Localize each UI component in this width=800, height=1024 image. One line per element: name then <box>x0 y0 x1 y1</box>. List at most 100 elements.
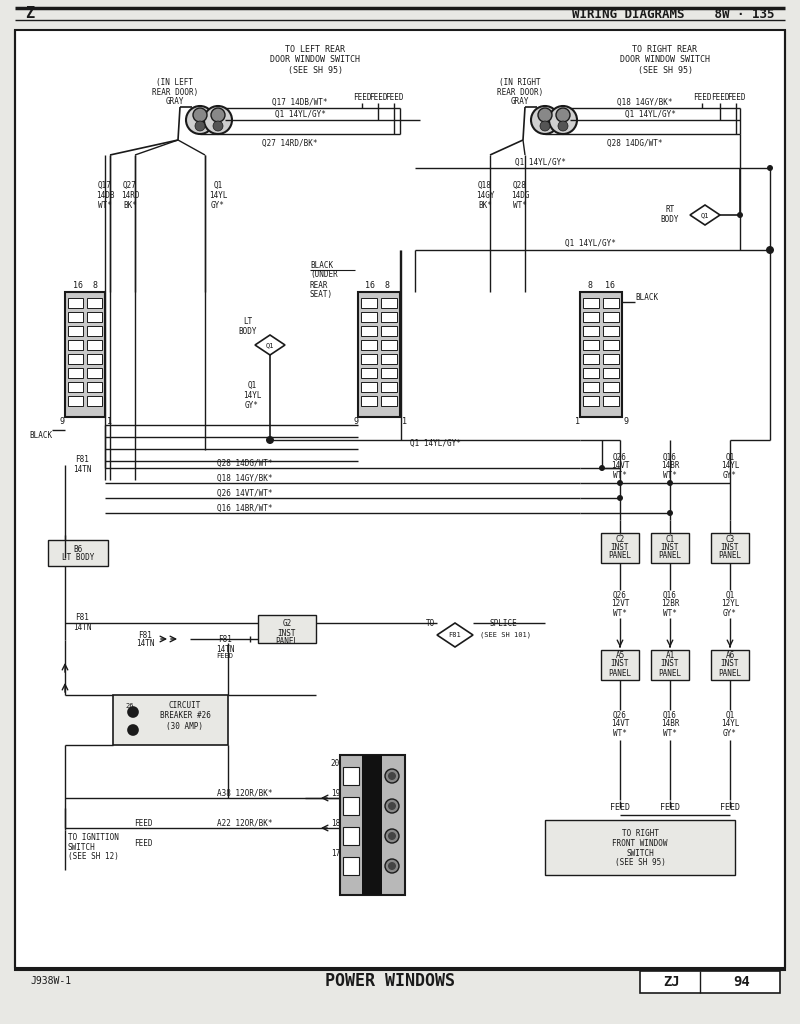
Bar <box>68 340 83 350</box>
Text: PANEL: PANEL <box>718 552 742 560</box>
Circle shape <box>388 772 396 780</box>
Text: Q16: Q16 <box>663 711 677 720</box>
Text: TO IGNITION: TO IGNITION <box>68 834 119 843</box>
Circle shape <box>195 121 205 131</box>
Text: INST: INST <box>661 659 679 669</box>
Text: Q1: Q1 <box>726 591 734 599</box>
Text: TO LEFT REAR: TO LEFT REAR <box>285 45 345 54</box>
Text: FEED: FEED <box>369 93 387 102</box>
Circle shape <box>385 769 399 783</box>
Text: Q1: Q1 <box>701 212 710 218</box>
Text: TO: TO <box>426 618 434 628</box>
Text: BLACK: BLACK <box>635 294 658 302</box>
Text: BREAKER #26: BREAKER #26 <box>159 712 210 721</box>
Text: Q28 14DG/WT*: Q28 14DG/WT* <box>218 459 273 468</box>
Bar <box>343 767 359 785</box>
Bar <box>68 382 83 392</box>
Text: REAR: REAR <box>310 281 329 290</box>
Text: Q18 14GY/BK*: Q18 14GY/BK* <box>618 97 673 106</box>
Text: BODY: BODY <box>238 327 258 336</box>
Text: FEED: FEED <box>610 804 630 812</box>
Bar <box>603 340 619 350</box>
Bar <box>381 340 397 350</box>
Circle shape <box>388 802 396 810</box>
Text: F81: F81 <box>75 456 89 465</box>
Bar <box>361 396 377 406</box>
Bar <box>361 354 377 364</box>
Text: 14TN: 14TN <box>73 465 91 473</box>
Text: 14GY: 14GY <box>476 190 494 200</box>
Text: FEED: FEED <box>710 93 730 102</box>
Circle shape <box>556 108 570 122</box>
Text: REAR DOOR): REAR DOOR) <box>497 87 543 96</box>
Circle shape <box>767 165 773 171</box>
Circle shape <box>549 106 577 134</box>
Text: PANEL: PANEL <box>609 552 631 560</box>
Text: REAR DOOR): REAR DOOR) <box>152 87 198 96</box>
Bar <box>87 354 102 364</box>
Text: WT*: WT* <box>663 728 677 737</box>
Text: 14YL: 14YL <box>209 190 227 200</box>
Text: Q1: Q1 <box>247 381 257 389</box>
Text: 8: 8 <box>587 281 593 290</box>
Text: 14BR: 14BR <box>661 462 679 470</box>
Circle shape <box>204 106 232 134</box>
Text: Q16: Q16 <box>663 453 677 462</box>
Text: BK*: BK* <box>123 201 137 210</box>
Text: BLACK: BLACK <box>310 260 333 269</box>
Bar <box>583 312 599 322</box>
Text: GY*: GY* <box>245 400 259 410</box>
Text: WT*: WT* <box>663 470 677 479</box>
Bar <box>87 326 102 336</box>
Text: WT*: WT* <box>613 470 627 479</box>
Bar <box>603 382 619 392</box>
Bar <box>68 312 83 322</box>
Text: (SEE SH 101): (SEE SH 101) <box>480 632 531 638</box>
Bar <box>603 298 619 308</box>
Bar <box>603 312 619 322</box>
Circle shape <box>388 831 396 840</box>
Text: 8: 8 <box>93 281 98 290</box>
Text: Q27 14RD/BK*: Q27 14RD/BK* <box>262 138 318 147</box>
Text: (SEE SH 95): (SEE SH 95) <box>638 66 693 75</box>
Bar <box>601 650 639 680</box>
Circle shape <box>128 707 138 717</box>
Bar <box>343 827 359 845</box>
Text: PANEL: PANEL <box>609 669 631 678</box>
Circle shape <box>193 108 207 122</box>
Text: Q1 14YL/GY*: Q1 14YL/GY* <box>410 438 461 447</box>
Text: PANEL: PANEL <box>658 552 682 560</box>
Text: Q18: Q18 <box>478 180 492 189</box>
Text: SEAT): SEAT) <box>310 291 333 299</box>
Text: 17: 17 <box>330 850 340 858</box>
Text: Q1: Q1 <box>214 180 222 189</box>
Text: 14TN: 14TN <box>136 640 154 648</box>
Text: FEED: FEED <box>660 804 680 812</box>
Circle shape <box>213 121 223 131</box>
Bar <box>381 326 397 336</box>
Text: WT*: WT* <box>663 608 677 617</box>
Text: INST: INST <box>278 629 296 638</box>
Text: F81: F81 <box>75 613 89 623</box>
Bar <box>545 820 735 874</box>
Circle shape <box>385 859 399 873</box>
Text: 16: 16 <box>365 281 375 290</box>
Bar <box>603 354 619 364</box>
Bar <box>381 368 397 378</box>
Text: TO RIGHT: TO RIGHT <box>622 828 658 838</box>
Bar <box>87 312 102 322</box>
Bar <box>68 298 83 308</box>
Bar <box>361 298 377 308</box>
Text: 19: 19 <box>330 790 340 799</box>
Text: Q28: Q28 <box>513 180 527 189</box>
Bar <box>68 326 83 336</box>
Text: SWITCH: SWITCH <box>68 843 96 852</box>
Bar <box>651 534 689 563</box>
Text: 94: 94 <box>734 975 750 989</box>
Text: SWITCH: SWITCH <box>626 849 654 857</box>
Text: POWER WINDOWS: POWER WINDOWS <box>325 972 455 990</box>
Text: 1: 1 <box>402 418 407 427</box>
Bar <box>87 368 102 378</box>
Bar <box>358 292 400 417</box>
Text: Q26: Q26 <box>613 453 627 462</box>
